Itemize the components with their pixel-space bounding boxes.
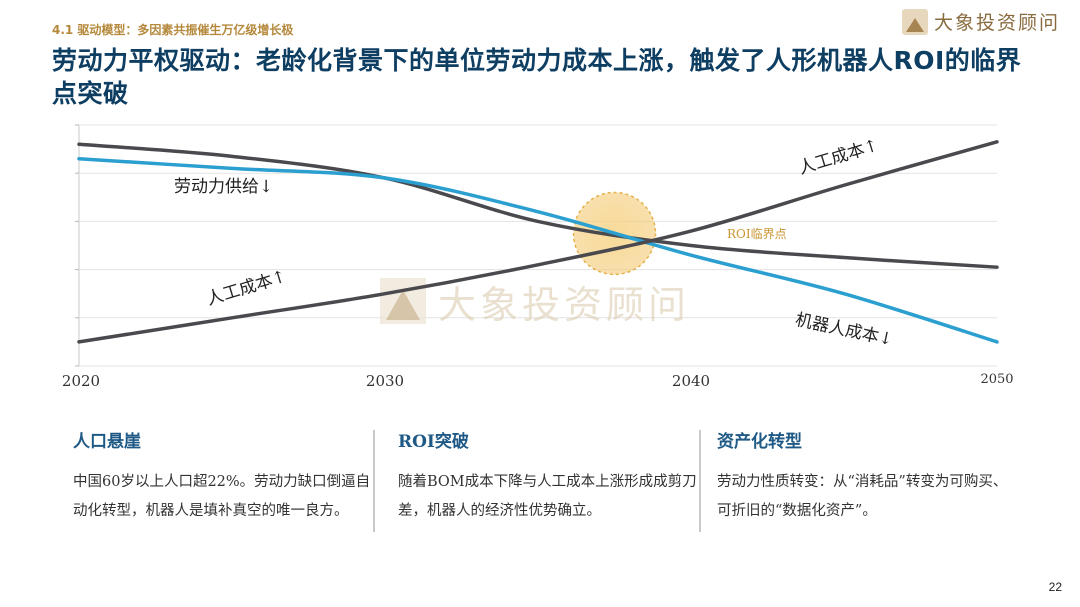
panel-population-cliff: 人口悬崖 中国60岁以上人口超22%。劳动力缺口倒逼自动化转型，机器人是填补真空… [73,427,373,526]
labor-cost-line [77,140,999,344]
panel-divider [373,430,375,532]
panel-title: ROI突破 [398,432,469,452]
elephant-mountain-logo-icon [902,8,928,35]
annotation-labor-cost-right: 人工成本↑ [796,136,881,179]
brand-name: 大象投资顾问 [934,12,1061,34]
x-tick-label: 2050 [980,372,1013,387]
brand-logo: 大象投资顾问 [902,8,1060,35]
annotation-labor-supply: 劳动力供给↓ [174,177,273,197]
crossover-line-chart: 大象投资顾问 2020 2030 2040 2050 劳动力供给↓ 人工成本↑ 人工成本↑… [62,124,1014,390]
page-title: 劳动力平权驱动：老龄化背景下的单位劳动力成本上涨，触发了人形机器人ROI的临界点… [52,46,1022,108]
watermark-text: 大象投资顾问 [438,283,690,327]
annotation-labor-cost-left: 人工成本↑ [204,267,289,310]
page-number: 22 [1048,580,1062,594]
panel-body: 随着BOM成本下降与人工成本上涨形成成剪刀差，机器人的经济性优势确立。 [398,474,697,519]
section-tag: 4.1 驱动模型：多因素共振催生万亿级增长极 [52,23,294,37]
robot-cost-line [77,156,999,344]
panel-divider [699,430,701,532]
panel-asset-transformation: 资产化转型 劳动力性质转变：从“消耗品”转变为可购买、可折旧的“数据化资产”。 [717,427,1017,526]
watermark: 大象投资顾问 [380,278,690,327]
annotation-robot-cost: 机器人成本↓ [793,310,894,350]
x-tick-label: 2040 [672,372,710,390]
x-tick-label: 2020 [62,372,100,390]
x-tick-label: 2030 [366,372,404,390]
annotation-roi-point: ROI临界点 [727,227,787,241]
panel-body: 中国60岁以上人口超22%。劳动力缺口倒逼自动化转型，机器人是填补真空的唯一良方… [73,474,371,519]
panel-title: 人口悬崖 [73,432,141,452]
labor-supply-line [77,142,999,269]
panel-body: 劳动力性质转变：从“消耗品”转变为可购买、可折旧的“数据化资产”。 [717,474,1008,519]
panel-roi-breakthrough: ROI突破 随着BOM成本下降与人工成本上涨形成成剪刀差，机器人的经济性优势确立… [398,427,698,526]
panel-title: 资产化转型 [717,432,802,452]
